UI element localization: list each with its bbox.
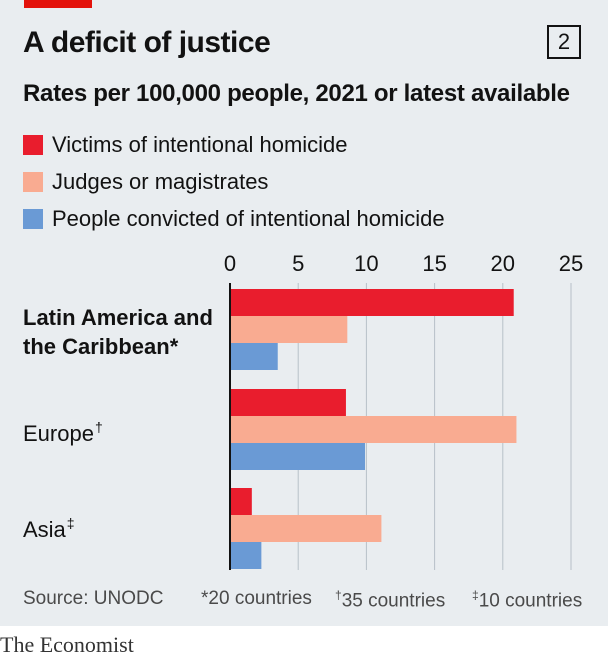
category-label: Europe† bbox=[23, 419, 103, 446]
legend-label-judges: Judges or magistrates bbox=[52, 168, 269, 194]
bar-convicted bbox=[230, 443, 366, 470]
x-tick-label: 5 bbox=[292, 251, 304, 276]
bar-chart: 0 5 10 15 20 25 Latin America and the Caribbean… bbox=[23, 251, 583, 570]
category-label: Asia‡ bbox=[23, 515, 75, 542]
category-label: Latin America and bbox=[23, 305, 213, 330]
chart-number-badge: 2 bbox=[547, 25, 581, 59]
chart-subtitle: Rates per 100,000 people, 2021 or latest… bbox=[23, 80, 570, 107]
category-label: the Caribbean* bbox=[23, 334, 179, 359]
footnote-mark: ‡ bbox=[472, 588, 479, 602]
x-tick-label: 25 bbox=[559, 251, 583, 276]
legend-swatch-judges bbox=[23, 171, 43, 192]
bar-judges bbox=[230, 316, 348, 343]
x-tick-label: 0 bbox=[224, 251, 236, 276]
footnote-text: 35 countries bbox=[341, 590, 446, 612]
bar-victims bbox=[230, 289, 514, 316]
bar-judges bbox=[230, 515, 382, 542]
legend-label-victims: Victims of intentional homicide bbox=[52, 131, 348, 157]
legend: Victims of intentional homicide Judges o… bbox=[23, 126, 445, 237]
footnote-text: 20 countries bbox=[208, 588, 312, 609]
footnote-mark: † bbox=[335, 588, 342, 602]
source-note: Source: UNODC bbox=[23, 588, 164, 609]
footnote-mark: * bbox=[201, 588, 209, 609]
bar-convicted bbox=[230, 343, 278, 370]
footnote-text: 10 countries bbox=[478, 590, 583, 612]
chart-title: A deficit of justice bbox=[23, 26, 271, 59]
economist-logo-text: The Economist bbox=[0, 632, 134, 657]
bar-victims bbox=[230, 389, 346, 416]
bar-judges bbox=[230, 416, 517, 443]
legend-item-judges: Judges or magistrates bbox=[23, 163, 445, 200]
brand-red-bar bbox=[24, 0, 92, 8]
legend-swatch-victims bbox=[23, 134, 43, 155]
footnote-asia: ‡10 countries bbox=[472, 588, 582, 612]
legend-swatch-convicted bbox=[23, 208, 43, 229]
bar-victims bbox=[230, 488, 252, 515]
legend-item-convicted: People convicted of intentional homicide bbox=[23, 200, 445, 237]
footnote-europe: †35 countries bbox=[335, 588, 445, 612]
x-tick-label: 10 bbox=[354, 251, 378, 276]
x-tick-label: 15 bbox=[422, 251, 446, 276]
footnote-latin-america: *20 countries bbox=[201, 588, 312, 610]
x-tick-label: 20 bbox=[491, 251, 515, 276]
legend-item-victims: Victims of intentional homicide bbox=[23, 126, 445, 163]
bar-convicted bbox=[230, 542, 262, 569]
legend-label-convicted: People convicted of intentional homicide bbox=[52, 205, 445, 231]
